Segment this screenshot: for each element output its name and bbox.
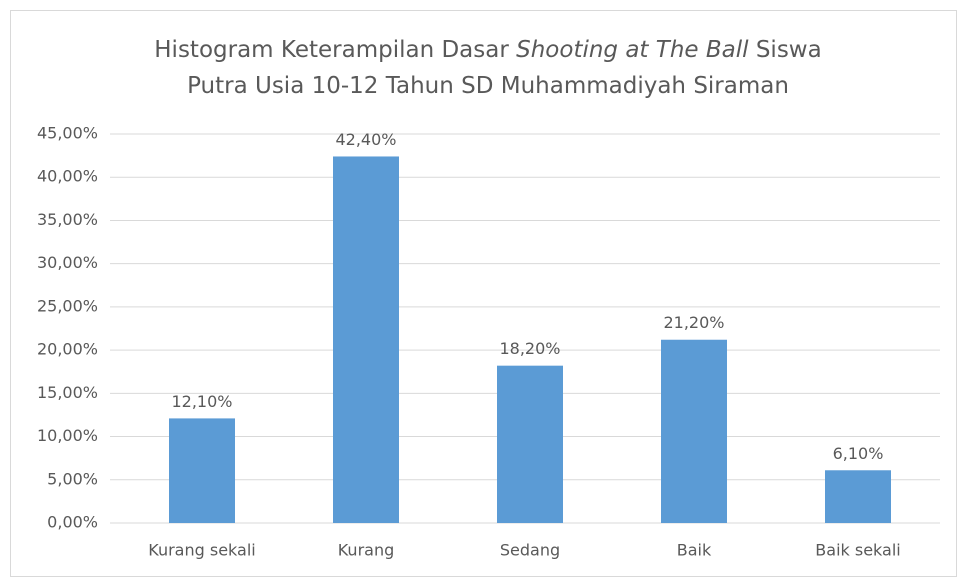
y-tick-label: 10,00% [37, 426, 98, 445]
data-label: 6,10% [833, 444, 884, 463]
y-tick-label: 40,00% [37, 167, 98, 186]
title-segment: Histogram Keterampilan Dasar [154, 37, 516, 63]
title-segment: Siswa [749, 37, 822, 63]
title-segment: Shooting at The Ball [516, 37, 749, 63]
title-segment: Putra Usia 10-12 Tahun SD Muhammadiyah S… [187, 73, 789, 99]
x-tick-label: Kurang [338, 541, 395, 560]
data-label: 18,20% [499, 339, 560, 358]
bar [825, 470, 891, 523]
bar [497, 365, 563, 523]
y-tick-label: 45,00% [37, 124, 98, 143]
y-tick-label: 35,00% [37, 210, 98, 229]
data-label: 42,40% [335, 130, 396, 149]
y-tick-label: 5,00% [47, 469, 98, 488]
chart-title: Histogram Keterampilan Dasar Shooting at… [154, 37, 821, 63]
bar [333, 156, 399, 523]
y-tick-label: 25,00% [37, 296, 98, 315]
chart-title: Putra Usia 10-12 Tahun SD Muhammadiyah S… [187, 73, 789, 99]
x-tick-label: Kurang sekali [148, 541, 255, 560]
y-tick-label: 20,00% [37, 340, 98, 359]
chart-frame [10, 10, 957, 577]
x-tick-label: Baik [677, 541, 712, 560]
y-tick-label: 30,00% [37, 253, 98, 272]
y-tick-label: 0,00% [47, 513, 98, 532]
y-tick-label: 15,00% [37, 383, 98, 402]
bar [169, 418, 235, 523]
bar [661, 339, 727, 523]
data-label: 21,20% [663, 313, 724, 332]
data-label: 12,10% [171, 392, 232, 411]
x-tick-label: Baik sekali [815, 541, 900, 560]
x-tick-label: Sedang [500, 541, 560, 560]
